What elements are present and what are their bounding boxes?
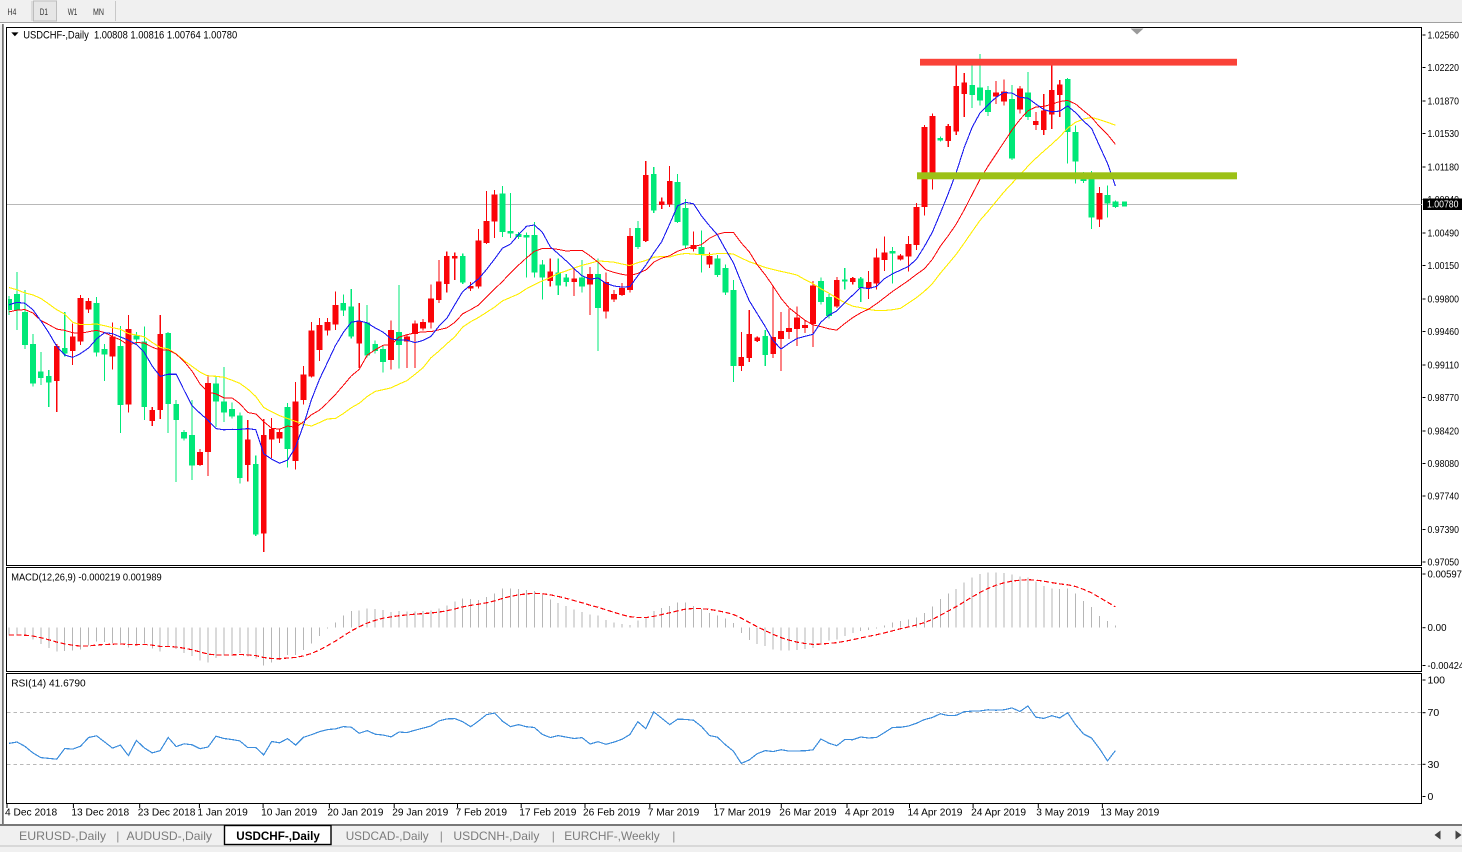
svg-text:26 Feb 2019: 26 Feb 2019 [583, 808, 641, 819]
svg-text:24 Apr 2019: 24 Apr 2019 [971, 808, 1026, 819]
svg-text:14 Apr 2019: 14 Apr 2019 [908, 808, 963, 819]
svg-text:0.98770: 0.98770 [1428, 392, 1460, 404]
svg-text:100: 100 [1428, 675, 1446, 687]
svg-text:7 Feb 2019: 7 Feb 2019 [456, 808, 508, 819]
svg-text:H4: H4 [8, 7, 17, 18]
svg-text:3 May 2019: 3 May 2019 [1036, 808, 1090, 819]
svg-text:D1: D1 [40, 7, 48, 18]
svg-text:RSI(14) 41.6790: RSI(14) 41.6790 [11, 678, 86, 690]
svg-text:|: | [672, 829, 675, 843]
svg-text:1.00780: 1.00780 [1427, 199, 1459, 211]
svg-text:MN: MN [93, 7, 104, 18]
svg-text:1.01530: 1.01530 [1428, 128, 1460, 140]
svg-text:|: | [116, 829, 119, 843]
svg-text:20 Jan 2019: 20 Jan 2019 [327, 808, 383, 819]
svg-text:USDCAD-,Daily: USDCAD-,Daily [346, 829, 429, 843]
svg-text:0.98080: 0.98080 [1428, 458, 1460, 470]
svg-text:30: 30 [1428, 759, 1440, 771]
svg-text:4 Dec 2018: 4 Dec 2018 [5, 808, 57, 819]
svg-text:0: 0 [1428, 791, 1434, 803]
svg-text:13 May 2019: 13 May 2019 [1100, 808, 1159, 819]
svg-text:0.99460: 0.99460 [1428, 326, 1460, 338]
svg-text:70: 70 [1428, 707, 1440, 719]
svg-text:0.00597: 0.00597 [1428, 569, 1462, 581]
svg-text:-0.00424: -0.00424 [1428, 660, 1462, 672]
svg-text:0.97050: 0.97050 [1428, 557, 1460, 569]
svg-text:7 Mar 2019: 7 Mar 2019 [648, 808, 700, 819]
svg-text:USDCNH-,Daily: USDCNH-,Daily [453, 829, 539, 843]
svg-text:MACD(12,26,9) -0.000219 0.0019: MACD(12,26,9) -0.000219 0.001989 [11, 572, 162, 584]
svg-text:23 Dec 2018: 23 Dec 2018 [138, 808, 196, 819]
svg-text:13 Dec 2018: 13 Dec 2018 [71, 808, 129, 819]
svg-text:0.97390: 0.97390 [1428, 524, 1460, 536]
svg-text:26 Mar 2019: 26 Mar 2019 [779, 808, 837, 819]
svg-text:1.00150: 1.00150 [1428, 260, 1460, 272]
svg-text:W1: W1 [68, 7, 78, 18]
svg-text:|: | [552, 829, 555, 843]
svg-text:17 Feb 2019: 17 Feb 2019 [519, 808, 577, 819]
svg-text:USDCHF-,Daily: USDCHF-,Daily [236, 829, 320, 843]
svg-text:29 Jan 2019: 29 Jan 2019 [392, 808, 448, 819]
svg-text:0.99110: 0.99110 [1428, 360, 1460, 372]
svg-text:17 Mar 2019: 17 Mar 2019 [714, 808, 772, 819]
svg-text:4 Apr 2019: 4 Apr 2019 [845, 808, 895, 819]
svg-text:1.01180: 1.01180 [1428, 162, 1460, 174]
svg-text:1.02220: 1.02220 [1428, 62, 1460, 74]
svg-text:EURCHF-,Weekly: EURCHF-,Weekly [564, 829, 660, 843]
svg-text:USDCHF-,Daily 1.00808 1.00816: USDCHF-,Daily 1.00808 1.00816 1.00764 1.… [23, 30, 237, 42]
svg-text:0.00: 0.00 [1428, 622, 1447, 634]
svg-text:|: | [440, 829, 443, 843]
svg-text:AUDUSD-,Daily: AUDUSD-,Daily [127, 829, 213, 843]
svg-text:1.00490: 1.00490 [1428, 228, 1460, 240]
svg-text:0.97740: 0.97740 [1428, 491, 1460, 503]
svg-text:1.01870: 1.01870 [1428, 96, 1460, 108]
svg-text:1 Jan 2019: 1 Jan 2019 [197, 808, 248, 819]
svg-text:1.02560: 1.02560 [1428, 30, 1460, 42]
svg-text:EURUSD-,Daily: EURUSD-,Daily [19, 829, 106, 843]
svg-text:0.99800: 0.99800 [1428, 294, 1460, 306]
svg-text:10 Jan 2019: 10 Jan 2019 [261, 808, 317, 819]
svg-text:0.98420: 0.98420 [1428, 426, 1460, 438]
